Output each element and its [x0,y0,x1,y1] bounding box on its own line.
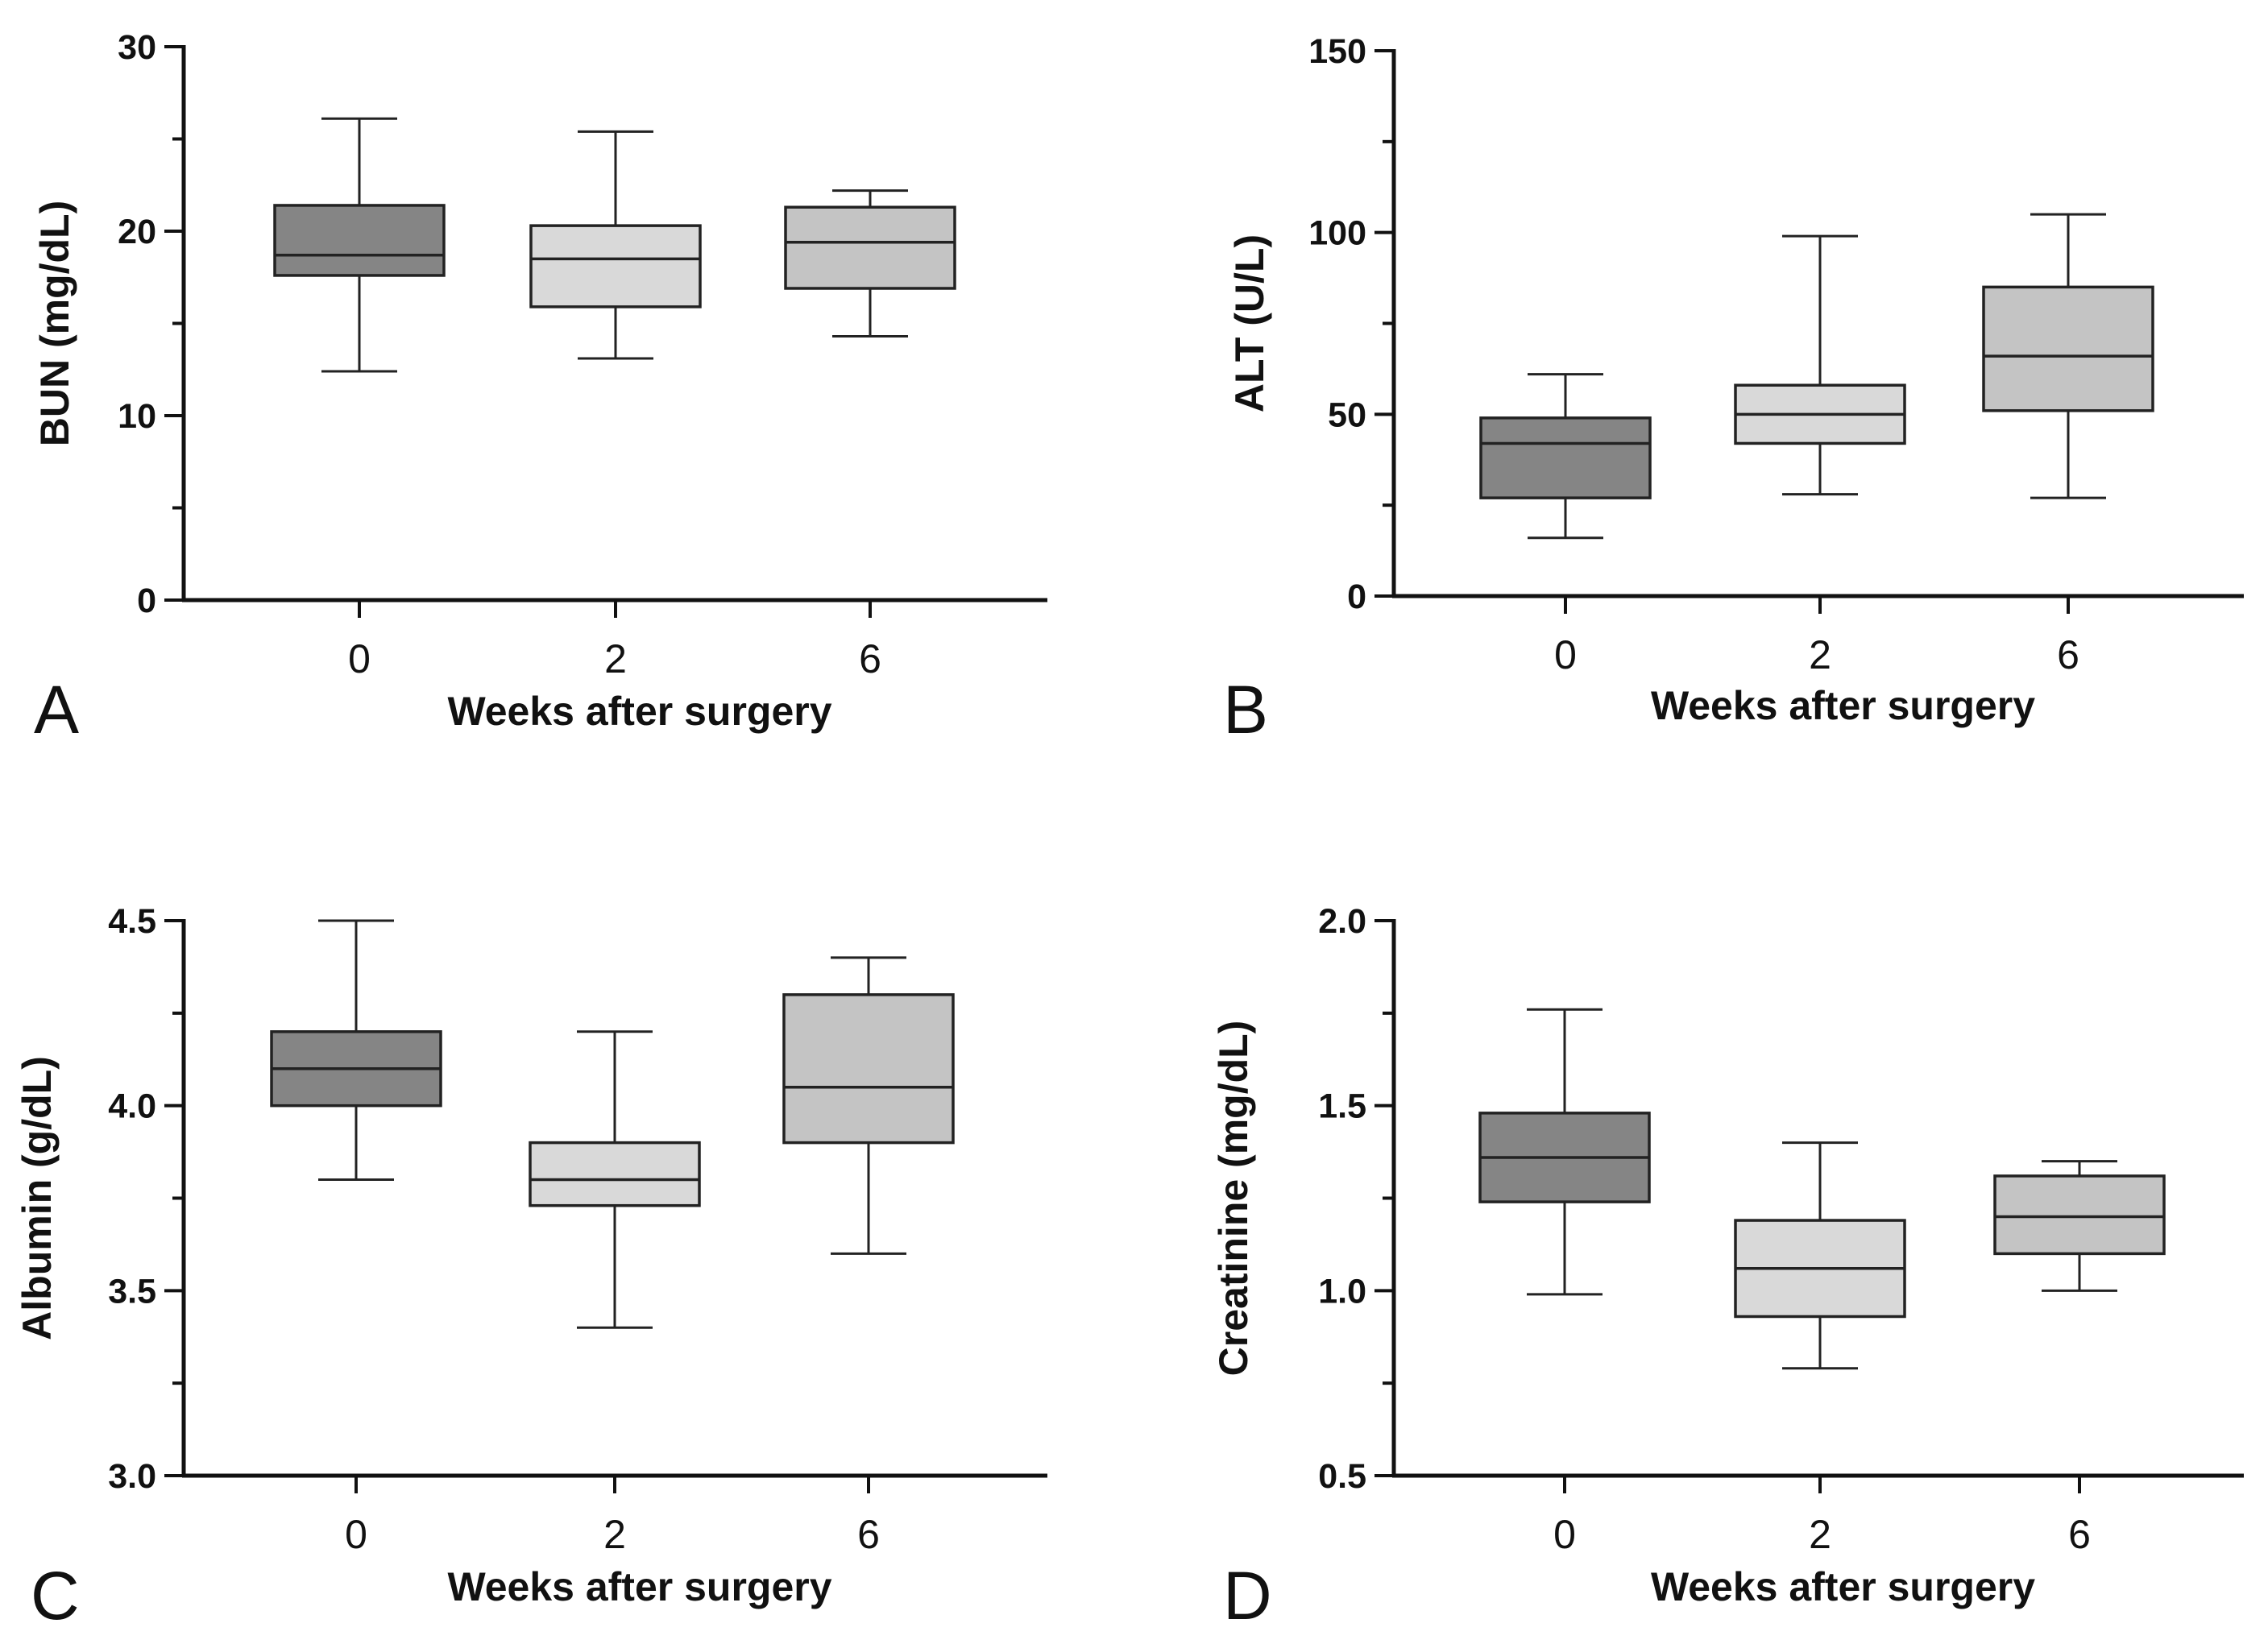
x-tick-label: 0 [348,636,371,681]
y-tick-label: 1.0 [1318,1272,1366,1311]
y-tick-label: 4.0 [108,1087,156,1126]
box-week-2 [529,1141,701,1207]
x-axis-title: Weeks after surgery [1651,1564,2035,1609]
x-tick-label: 0 [1553,1512,1576,1557]
y-tick-label: 0.5 [1318,1457,1366,1496]
box-week-2 [529,224,702,309]
y-axis-title: Creatinine (mg/dL) [1211,1021,1256,1377]
y-tick-label: 20 [118,213,156,251]
y-tick-label: 30 [118,28,156,67]
box-week-6 [782,993,955,1145]
box-week-6 [784,205,956,290]
x-axis-title: Weeks after surgery [447,689,831,734]
x-tick-label: 2 [603,1512,626,1557]
y-tick-label: 10 [118,397,156,436]
y-axis-title: ALT (U/L) [1227,234,1272,412]
x-tick-label: 6 [2057,632,2079,677]
y-tick-label: 100 [1308,214,1366,253]
panel-letter-c: C [31,1558,80,1634]
box-week-0 [273,204,446,277]
x-tick-label: 0 [345,1512,367,1557]
panel-a: 0 10 20 30 0 2 6 BUN (mg/dL) Weeks after surgery… [32,28,1047,747]
panel-letter-b: B [1223,672,1268,747]
y-tick-label: 2.0 [1318,902,1366,941]
x-tick-label: 6 [2068,1512,2091,1557]
y-tick-label: 150 [1308,32,1366,71]
y-tick-label: 3.5 [108,1272,156,1311]
panel-c: 3.0 3.5 4.0 4.5 0 2 6 Albumin (g/dL) Weeks after… [15,902,1047,1634]
x-tick-label: 2 [1809,632,1831,677]
y-tick-label: 4.5 [108,902,156,941]
y-tick-label: 0 [1347,578,1366,616]
y-tick-label: 50 [1328,395,1366,434]
y-tick-label: 0 [137,582,156,620]
box-week-6 [1982,285,2154,412]
x-tick-label: 6 [857,1512,880,1557]
x-tick-label: 2 [1809,1512,1831,1557]
x-tick-label: 2 [604,636,627,681]
panel-d: 0.5 1.0 1.5 2.0 0 2 6 Creatinine (mg/dL) Weeks a… [1211,902,2244,1634]
y-tick-label: 3.0 [108,1457,156,1496]
panel-letter-a: A [34,672,79,747]
box-week-0 [1479,416,1652,499]
box-week-6 [1993,1174,2166,1256]
y-axis-title: BUN (mg/dL) [32,201,77,447]
y-axis-title: Albumin (g/dL) [15,1056,60,1340]
y-tick-label: 1.5 [1318,1087,1366,1126]
x-tick-label: 6 [859,636,881,681]
x-axis-title: Weeks after surgery [1651,683,2035,728]
panel-b: 0 50 100 150 0 2 6 ALT (U/L) Weeks after surgery… [1223,32,2244,747]
x-axis-title: Weeks after surgery [447,1564,831,1609]
panel-letter-d: D [1223,1558,1272,1634]
x-tick-label: 0 [1554,632,1577,677]
